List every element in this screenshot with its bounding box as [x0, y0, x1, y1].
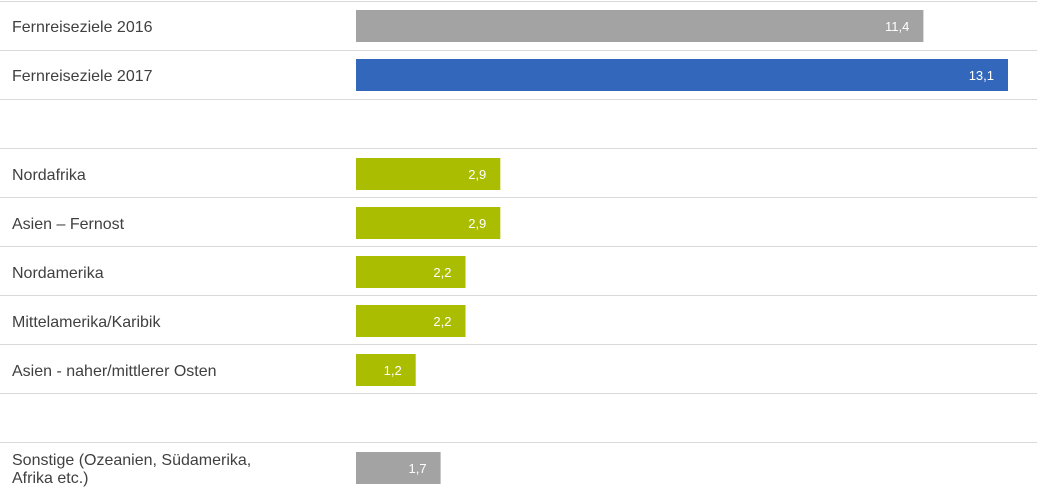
- bar-row: Sonstige (Ozeanien, Südamerika, Afrika et…: [12, 452, 441, 487]
- value-label: 2,2: [433, 314, 451, 329]
- category-label-line: Afrika etc.): [12, 470, 88, 487]
- bar-row: Asien - naher/mittlerer Osten 1,2: [12, 354, 416, 386]
- bar: [356, 10, 924, 42]
- value-label: 2,9: [468, 216, 486, 231]
- value-label: 2,9: [468, 167, 486, 182]
- bar-row: Asien – Fernost 2,9: [12, 207, 501, 239]
- category-label: Sonstige (Ozeanien, Südamerika, Afrika et…: [12, 452, 251, 487]
- bar: [356, 256, 466, 288]
- value-label: 11,4: [885, 19, 909, 34]
- bar-row: Mittelamerika/Karibik 2,2: [12, 305, 466, 337]
- bar: [356, 452, 441, 484]
- value-label: 1,7: [409, 461, 427, 476]
- category-label-line: Sonstige (Ozeanien, Südamerika,: [12, 452, 251, 469]
- category-label: Nordamerika: [12, 265, 104, 282]
- category-label: Asien - naher/mittlerer Osten: [12, 363, 217, 380]
- bar: [356, 207, 501, 239]
- bar: [356, 158, 501, 190]
- category-label: Nordafrika: [12, 167, 86, 184]
- category-label: Fernreiseziele 2017: [12, 68, 153, 85]
- value-label: 1,2: [384, 363, 402, 378]
- category-label: Mittelamerika/Karibik: [12, 314, 161, 331]
- value-label: 2,2: [433, 265, 451, 280]
- bar-row: Nordafrika 2,9: [12, 158, 501, 190]
- bar-row: Fernreiseziele 2017 13,1: [12, 59, 1008, 91]
- bar: [356, 354, 416, 386]
- bar: [356, 59, 1008, 91]
- bar-row: Nordamerika 2,2: [12, 256, 466, 288]
- bar-row: Fernreiseziele 2016 11,4: [12, 10, 924, 42]
- value-label: 13,1: [969, 68, 994, 83]
- category-label: Asien – Fernost: [12, 216, 125, 233]
- bar: [356, 305, 466, 337]
- category-label: Fernreiseziele 2016: [12, 19, 153, 36]
